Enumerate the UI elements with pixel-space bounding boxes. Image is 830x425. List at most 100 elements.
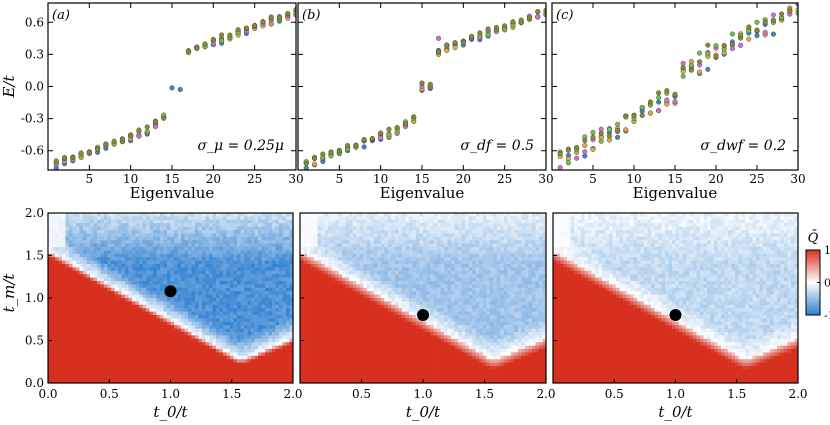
heat-cell xyxy=(65,240,70,244)
heat-cell xyxy=(237,301,241,306)
heat-cell xyxy=(121,250,126,255)
heat-cell xyxy=(118,243,122,248)
heat-cell xyxy=(86,325,91,329)
heat-cell xyxy=(279,240,283,244)
heat-cell xyxy=(324,236,329,241)
heat-cell xyxy=(97,362,101,367)
heat-cell xyxy=(72,274,77,278)
heat-cell xyxy=(261,236,266,241)
phase-diagram-panels: 0.0 0.5 1.0 1.5 2.00.00.51.01.52.0t_0/tt_m/t… xyxy=(0,206,808,421)
heat-cell xyxy=(149,294,154,299)
heat-cell xyxy=(156,321,161,326)
heat-cell xyxy=(268,216,273,221)
heat-cell xyxy=(125,277,129,282)
heat-cell xyxy=(111,372,115,377)
heat-cell xyxy=(174,281,178,285)
heat-cell xyxy=(100,325,105,329)
eigenvalue-point xyxy=(623,127,629,133)
heat-cell xyxy=(268,274,273,278)
heat-cell xyxy=(282,328,287,333)
heat-cell xyxy=(338,257,343,261)
heat-cell xyxy=(261,349,266,353)
heat-cell xyxy=(247,321,252,326)
heat-cell xyxy=(58,298,63,302)
heat-cell xyxy=(76,379,80,384)
heat-cell xyxy=(107,291,112,295)
eigenvalue-point xyxy=(705,42,711,48)
heat-cell xyxy=(114,338,119,343)
heat-cell xyxy=(198,291,203,295)
eigenvalue-point xyxy=(70,155,76,161)
heat-cell xyxy=(174,274,178,278)
heat-cell xyxy=(303,304,308,309)
heat-cell xyxy=(156,298,161,302)
heat-cell xyxy=(170,216,175,221)
heat-cell xyxy=(174,315,178,319)
heat-cell xyxy=(345,301,350,306)
heat-cell xyxy=(240,216,245,221)
heat-cell xyxy=(153,247,157,251)
heat-cell xyxy=(163,233,168,238)
heat-cell xyxy=(233,264,238,268)
heat-cell xyxy=(216,216,220,221)
heat-cell xyxy=(107,332,112,336)
heat-cell xyxy=(233,362,238,367)
heat-cell xyxy=(72,236,77,241)
heat-cell xyxy=(195,223,199,227)
heat-cell xyxy=(111,338,115,343)
heat-cell xyxy=(86,257,91,261)
heat-cell xyxy=(93,233,98,238)
heat-cell xyxy=(139,332,143,336)
heat-cell xyxy=(226,274,231,278)
heat-cell xyxy=(79,243,84,248)
heat-cell xyxy=(153,267,157,272)
heat-cell xyxy=(170,257,175,261)
heat-cell xyxy=(114,223,119,227)
heat-cell xyxy=(51,277,56,282)
heat-cell xyxy=(160,379,164,384)
heat-cell xyxy=(279,328,283,333)
heat-cell xyxy=(307,243,311,248)
heat-cell xyxy=(342,284,347,289)
heat-cell xyxy=(282,338,287,343)
heat-cell xyxy=(62,318,66,323)
heat-cell xyxy=(90,298,94,302)
heat-cell xyxy=(76,318,80,323)
heat-cell xyxy=(139,233,143,238)
heat-cell xyxy=(153,359,157,363)
heat-cell xyxy=(251,264,255,268)
heat-cell xyxy=(107,298,112,302)
heat-cell xyxy=(275,260,280,265)
heat-cell xyxy=(149,355,154,360)
heat-cell xyxy=(251,332,255,336)
heat-cell xyxy=(167,213,171,217)
heat-cell xyxy=(198,247,203,251)
heat-cell xyxy=(156,304,161,309)
heat-cell xyxy=(118,226,122,231)
heat-cell xyxy=(251,233,255,238)
heat-cell xyxy=(282,260,287,265)
heat-cell xyxy=(153,376,157,380)
heat-cell xyxy=(314,345,318,350)
heat-cell xyxy=(275,287,280,292)
heat-cell xyxy=(216,281,220,285)
heat-cell xyxy=(139,379,143,384)
heat-cell xyxy=(86,287,91,292)
heat-cell xyxy=(247,226,252,231)
heat-cell xyxy=(125,267,129,272)
heat-cell xyxy=(142,294,147,299)
heat-cell xyxy=(174,308,178,312)
heat-cell xyxy=(198,349,203,353)
heat-cell xyxy=(72,281,77,285)
heat-cell xyxy=(226,369,231,374)
eigenvalue-point xyxy=(103,141,109,147)
heat-cell xyxy=(216,264,220,268)
heat-cell xyxy=(300,294,304,299)
heat-cell xyxy=(184,216,189,221)
heat-cell xyxy=(321,349,325,353)
heat-cell xyxy=(265,226,269,231)
heat-cell xyxy=(104,247,108,251)
heat-cell xyxy=(342,332,347,336)
heat-cell xyxy=(184,304,189,309)
heat-cell xyxy=(76,233,80,238)
